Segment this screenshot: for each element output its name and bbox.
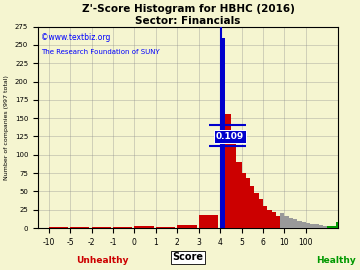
Bar — [267, 210, 271, 228]
Bar — [302, 222, 306, 228]
Bar — [276, 216, 280, 228]
Bar — [177, 225, 197, 228]
Text: ©www.textbiz.org: ©www.textbiz.org — [41, 33, 110, 42]
Bar — [250, 185, 255, 228]
Bar — [327, 226, 332, 228]
Bar — [306, 223, 310, 228]
Bar — [284, 216, 289, 228]
Bar — [310, 224, 314, 228]
Bar — [134, 226, 154, 228]
Bar — [319, 225, 323, 228]
Bar — [246, 178, 250, 228]
Bar — [220, 38, 225, 228]
Text: The Research Foundation of SUNY: The Research Foundation of SUNY — [41, 49, 160, 55]
Title: Z'-Score Histogram for HBHC (2016)
Sector: Financials: Z'-Score Histogram for HBHC (2016) Secto… — [81, 4, 294, 26]
Bar — [323, 226, 327, 228]
Text: Unhealthy: Unhealthy — [76, 256, 129, 265]
Bar — [289, 218, 293, 228]
Bar — [345, 222, 349, 228]
Bar — [49, 227, 68, 228]
Bar — [236, 162, 242, 228]
Bar — [332, 226, 336, 228]
Bar — [70, 227, 89, 228]
Bar — [199, 215, 218, 228]
Bar — [340, 191, 345, 228]
Bar — [255, 193, 259, 228]
Bar — [231, 144, 236, 228]
Bar — [293, 219, 297, 228]
Text: Healthy: Healthy — [316, 256, 356, 265]
Bar — [271, 212, 276, 228]
X-axis label: Score: Score — [172, 252, 203, 262]
Bar — [280, 214, 284, 228]
Bar — [113, 227, 132, 228]
Bar — [259, 199, 263, 228]
Bar — [156, 227, 175, 228]
Bar — [297, 221, 302, 228]
Text: 0.109: 0.109 — [216, 132, 244, 141]
Bar — [336, 222, 340, 228]
Bar — [91, 227, 111, 228]
Bar — [314, 224, 319, 228]
Bar — [263, 206, 267, 228]
Bar — [210, 221, 218, 228]
Bar — [225, 114, 231, 228]
Bar — [242, 173, 246, 228]
Y-axis label: Number of companies (997 total): Number of companies (997 total) — [4, 75, 9, 180]
